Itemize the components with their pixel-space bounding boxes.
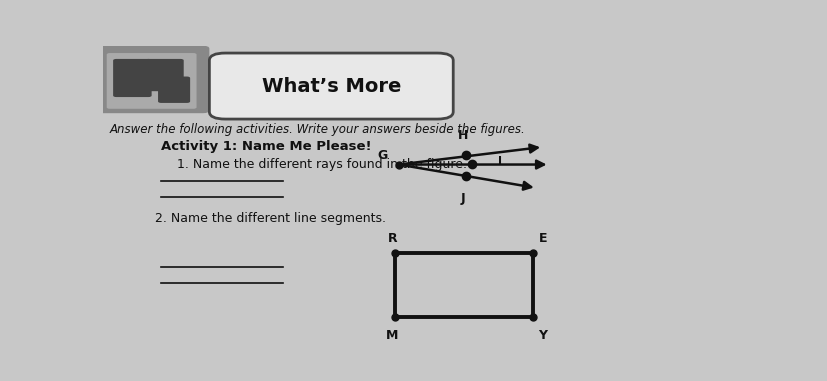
Text: I: I — [498, 156, 501, 166]
Text: H: H — [457, 129, 467, 142]
Text: M: M — [385, 329, 398, 342]
FancyBboxPatch shape — [145, 59, 184, 91]
Text: J: J — [460, 192, 465, 205]
Text: 1. Name the different rays found in the figure.: 1. Name the different rays found in the … — [177, 158, 466, 171]
FancyBboxPatch shape — [107, 53, 196, 109]
Text: G: G — [376, 149, 387, 162]
Text: R: R — [387, 232, 397, 245]
FancyBboxPatch shape — [209, 53, 452, 119]
FancyBboxPatch shape — [158, 77, 190, 103]
Text: E: E — [538, 232, 547, 245]
Text: Y: Y — [538, 329, 547, 342]
Text: Answer the following activities. Write your answers beside the figures.: Answer the following activities. Write y… — [110, 123, 525, 136]
Text: Activity 1: Name Me Please!: Activity 1: Name Me Please! — [161, 141, 371, 154]
FancyBboxPatch shape — [97, 46, 209, 113]
Text: What’s More: What’s More — [261, 77, 400, 96]
FancyBboxPatch shape — [113, 59, 151, 97]
Text: 2. Name the different line segments.: 2. Name the different line segments. — [155, 212, 385, 225]
